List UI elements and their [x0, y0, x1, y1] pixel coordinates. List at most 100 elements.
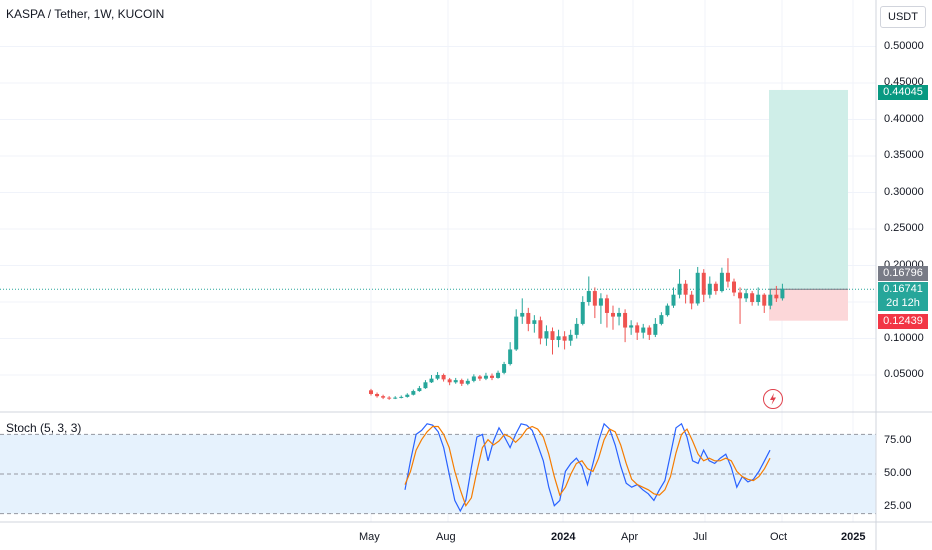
- price-tick-label: 0.25000: [884, 222, 924, 234]
- candle-body: [732, 281, 736, 293]
- candle-body: [756, 294, 761, 302]
- candle-body: [707, 283, 712, 295]
- candle-body: [423, 382, 428, 389]
- candle-body: [477, 376, 482, 379]
- candle-body: [677, 283, 682, 295]
- stoch-d-line: [404, 425, 771, 507]
- candle-body: [550, 331, 555, 340]
- candle-body: [580, 302, 585, 324]
- candle-body: [604, 298, 609, 313]
- candle-body: [490, 375, 494, 378]
- candle-body: [683, 283, 688, 295]
- candle-body: [381, 396, 386, 398]
- candle-body: [405, 394, 410, 397]
- last-price-badge: 0.16796: [878, 266, 928, 281]
- candle-body: [429, 378, 434, 383]
- candle-body: [568, 334, 573, 341]
- currency-button[interactable]: USDT: [880, 6, 926, 28]
- candle-body: [447, 379, 452, 383]
- candle-body: [689, 294, 694, 304]
- time-tick-label: 2025: [841, 531, 866, 543]
- candle-body: [598, 298, 603, 306]
- countdown-badge: 2d 12h: [878, 296, 928, 311]
- time-tick-label: Aug: [436, 531, 456, 543]
- candle-body: [725, 272, 730, 282]
- candle-body: [483, 375, 488, 379]
- time-tick-label: Oct: [770, 531, 788, 543]
- candle-body: [417, 388, 422, 392]
- candle-body: [701, 272, 706, 295]
- candle-body: [471, 376, 476, 381]
- price-tick-label: 0.40000: [884, 112, 924, 125]
- candle-body: [514, 316, 519, 350]
- candle-body: [592, 291, 597, 306]
- candle-body: [659, 315, 664, 324]
- symbol-title[interactable]: KASPA / Tether, 1W, KUCOIN: [6, 7, 165, 21]
- candle-body: [393, 397, 398, 399]
- stoch-tick-label: 25.00: [884, 500, 912, 512]
- stoch-indicator-label[interactable]: Stoch (5, 3, 3): [6, 421, 82, 435]
- candle-body: [780, 288, 785, 299]
- candle-body: [623, 312, 628, 328]
- stop-price-badge: 0.12439: [878, 314, 928, 329]
- candle-body: [526, 312, 531, 324]
- candle-body: [556, 336, 561, 340]
- candle-body: [562, 336, 567, 341]
- take-profit-zone: [769, 89, 848, 290]
- candle-body: [453, 380, 458, 383]
- candle-body: [538, 320, 543, 339]
- candle-body: [744, 293, 749, 299]
- candle-body: [375, 393, 380, 397]
- current-price-badge: 0.16741: [878, 282, 928, 297]
- candle-body: [768, 294, 773, 306]
- candle-body: [629, 325, 634, 328]
- candle-body: [399, 396, 404, 398]
- candle-body: [665, 305, 670, 316]
- candle-body: [647, 327, 652, 335]
- candle-body: [459, 380, 464, 384]
- stoch-k-line: [404, 422, 771, 513]
- stoch-pane: [0, 422, 876, 515]
- candle-body: [738, 292, 743, 299]
- price-tick-label: 0.10000: [884, 331, 924, 344]
- candle-body: [508, 349, 513, 365]
- candle-body: [502, 364, 507, 373]
- time-tick-label: 2024: [551, 531, 576, 543]
- price-tick-label: 0.05000: [884, 368, 924, 380]
- candle-body: [435, 375, 440, 379]
- time-tick-label: Apr: [621, 531, 639, 543]
- candle-body: [520, 312, 525, 317]
- candle-body: [387, 397, 392, 399]
- candlestick-series: [369, 258, 785, 400]
- candle-body: [411, 391, 416, 395]
- candle-body: [719, 272, 724, 292]
- candle-body: [496, 372, 501, 378]
- candle-body: [465, 380, 470, 384]
- price-tick-label: 0.30000: [884, 185, 924, 198]
- candle-body: [544, 331, 549, 339]
- price-tick-label: 0.50000: [884, 39, 924, 52]
- price-tick-label: 0.35000: [884, 149, 924, 161]
- candle-body: [671, 294, 676, 306]
- candle-body: [586, 291, 591, 302]
- candle-body: [713, 283, 718, 292]
- candle-body: [774, 294, 779, 299]
- stoch-tick-label: 75.00: [884, 434, 912, 446]
- lightning-bolt-icon[interactable]: [763, 389, 783, 409]
- candle-body: [695, 272, 700, 304]
- position-zones: [0, 89, 876, 321]
- candle-body: [532, 320, 537, 324]
- candle-body: [750, 293, 755, 302]
- candle-body: [617, 312, 622, 317]
- candle-body: [635, 325, 640, 333]
- candle-body: [653, 323, 658, 335]
- candle-body: [574, 323, 579, 335]
- candle-body: [441, 375, 446, 380]
- target-price-badge: 0.44045: [878, 85, 928, 100]
- candle-body: [762, 294, 767, 306]
- candle-body: [611, 312, 615, 317]
- time-tick-label: May: [359, 531, 380, 543]
- stoch-tick-label: 50.00: [884, 467, 912, 479]
